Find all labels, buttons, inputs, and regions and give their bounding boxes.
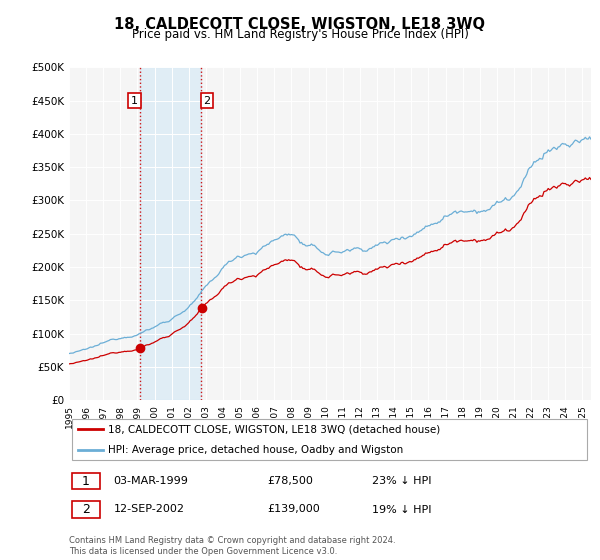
Text: 2: 2: [203, 96, 211, 105]
Text: HPI: Average price, detached house, Oadby and Wigston: HPI: Average price, detached house, Oadb…: [108, 445, 403, 455]
FancyBboxPatch shape: [71, 501, 100, 517]
Text: 12-SEP-2002: 12-SEP-2002: [113, 505, 184, 515]
Text: 1: 1: [131, 96, 138, 105]
Text: 19% ↓ HPI: 19% ↓ HPI: [372, 505, 431, 515]
Text: Price paid vs. HM Land Registry's House Price Index (HPI): Price paid vs. HM Land Registry's House …: [131, 28, 469, 41]
Text: 1: 1: [82, 475, 90, 488]
FancyBboxPatch shape: [71, 419, 587, 460]
Text: £139,000: £139,000: [268, 505, 320, 515]
Text: 18, CALDECOTT CLOSE, WIGSTON, LE18 3WQ: 18, CALDECOTT CLOSE, WIGSTON, LE18 3WQ: [115, 17, 485, 32]
FancyBboxPatch shape: [71, 473, 100, 489]
Text: £78,500: £78,500: [268, 476, 313, 486]
Bar: [140, 67, 201, 400]
Text: 23% ↓ HPI: 23% ↓ HPI: [372, 476, 431, 486]
Text: 18, CALDECOTT CLOSE, WIGSTON, LE18 3WQ (detached house): 18, CALDECOTT CLOSE, WIGSTON, LE18 3WQ (…: [108, 424, 440, 435]
Text: 03-MAR-1999: 03-MAR-1999: [113, 476, 188, 486]
Text: 2: 2: [82, 503, 90, 516]
Text: Contains HM Land Registry data © Crown copyright and database right 2024.
This d: Contains HM Land Registry data © Crown c…: [69, 536, 395, 556]
